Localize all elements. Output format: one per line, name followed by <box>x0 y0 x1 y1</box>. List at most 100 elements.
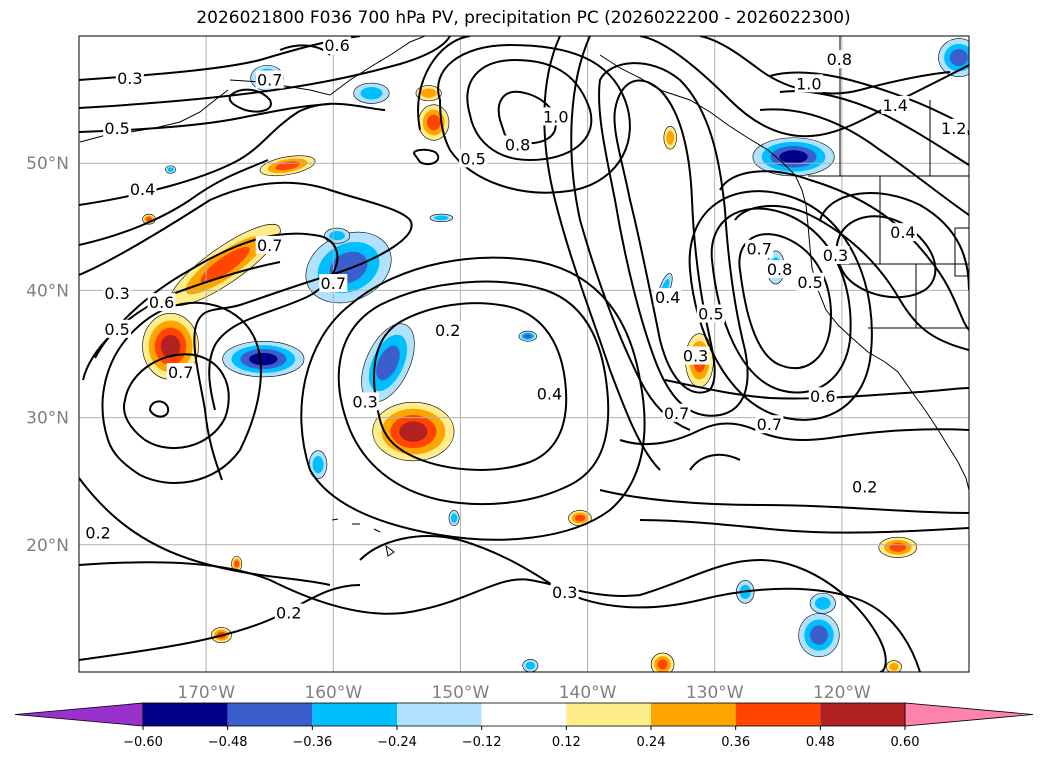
colorbar: −0.60 −0.48 −0.36 −0.24 −0.12 0.12 0.24 0.36 0.4… <box>14 702 1034 750</box>
precip-shade <box>666 130 675 145</box>
colorbar-tick-label: −0.36 <box>292 735 332 750</box>
lon-tick-label: 140°W <box>559 683 617 703</box>
precip-shade <box>420 88 437 98</box>
precip-fill-layer <box>142 38 969 672</box>
contour-line <box>599 489 969 514</box>
contour-label: 0.2 <box>276 603 301 622</box>
contour-line <box>359 535 921 672</box>
contour-label-bg <box>503 135 532 154</box>
contour-label-bg <box>128 179 157 198</box>
precip-shade <box>249 352 278 366</box>
precip-area <box>938 38 969 77</box>
colorbar-segment <box>735 703 821 726</box>
precip-shade <box>889 662 899 671</box>
contour-line <box>639 519 969 534</box>
contour-label: 0.7 <box>257 236 282 255</box>
contour-label-bg <box>433 321 462 340</box>
contour-line <box>148 400 170 418</box>
precip-shade <box>657 659 668 670</box>
contour-label: 0.3 <box>104 284 129 303</box>
contour-line <box>123 353 230 450</box>
precip-area <box>353 82 390 104</box>
lon-tick-label: 160°W <box>304 683 362 703</box>
precip-shade <box>360 86 383 100</box>
precip-area <box>259 155 316 177</box>
contour-line <box>719 170 969 331</box>
contour-label: 0.6 <box>324 36 349 55</box>
contour-label: 0.5 <box>104 320 129 339</box>
colorbar-extend-high <box>904 702 1034 727</box>
precip-shade <box>434 215 449 221</box>
contour-line <box>373 302 568 471</box>
precip-area <box>650 652 675 672</box>
map-frame <box>78 35 970 673</box>
colorbar-tick-label: 0.36 <box>721 735 750 750</box>
contour-label: 1.0 <box>543 107 568 126</box>
colorbar-tick-label: −0.12 <box>462 735 502 750</box>
contour-label-bg <box>755 415 784 434</box>
contour-line <box>417 36 471 131</box>
precip-shade <box>376 345 400 381</box>
colorbar-segment <box>566 703 651 726</box>
contour-label: 1.4 <box>883 96 908 115</box>
precip-shade <box>399 421 428 442</box>
contour-label-bg <box>255 70 284 89</box>
precip-area <box>809 592 836 614</box>
hawaii-islands <box>331 518 395 557</box>
contour-line <box>228 88 272 113</box>
contour-label: 0.7 <box>168 363 193 382</box>
contour-label-bg <box>535 384 564 403</box>
contour-label-bg <box>274 603 303 622</box>
colorbar-segment <box>312 703 397 726</box>
precip-shade <box>234 560 239 568</box>
contour-line <box>613 79 716 394</box>
contour-label-bg <box>323 36 352 55</box>
contour-label-bg <box>550 583 579 602</box>
contour-label-bg <box>850 477 879 496</box>
colorbar-tick-label: 0.60 <box>891 735 920 750</box>
contour-label-bg <box>825 50 854 69</box>
contour-label-bg <box>84 523 113 542</box>
contour-line <box>79 36 451 109</box>
contour-labels: 0.30.50.40.3 0.60.50.70.70.70.20.30.50.81… <box>84 36 968 622</box>
precip-shade <box>312 456 324 474</box>
map-panel: 0.30.50.40.3 0.60.50.70.70.70.20.30.50.81… <box>78 35 970 673</box>
precip-area <box>568 510 592 527</box>
colorbar-tick-label: 0.24 <box>637 735 666 750</box>
colorbar-tick-label: −0.24 <box>377 735 417 750</box>
precip-area <box>308 450 328 479</box>
colorbar-segment <box>397 703 482 726</box>
precip-shade <box>167 167 174 172</box>
colorbar-frame <box>142 702 906 727</box>
precip-area <box>231 555 243 572</box>
contour-label-bg <box>888 223 917 242</box>
precip-shade <box>525 661 536 670</box>
precip-area <box>886 660 902 672</box>
contour-line <box>300 256 646 541</box>
lon-tick-label: 130°W <box>686 683 744 703</box>
colorbar-tick-label: 0.12 <box>552 735 581 750</box>
contour-label: 0.8 <box>767 260 792 279</box>
contour-line <box>738 233 832 370</box>
precip-shade <box>146 216 152 222</box>
precip-area <box>518 330 538 342</box>
contour-label: 0.2 <box>435 321 460 340</box>
precip-area <box>165 165 176 174</box>
contour-line <box>101 301 262 484</box>
precip-area <box>878 536 918 558</box>
contour-label: 0.3 <box>117 69 142 88</box>
border-states <box>840 176 969 329</box>
precip-area <box>448 510 460 527</box>
contour-label-bg <box>103 118 132 137</box>
contour-line <box>734 204 969 351</box>
precip-shade <box>809 625 829 645</box>
contour-label: 0.4 <box>537 385 562 404</box>
precip-area <box>752 137 835 177</box>
contour-label-bg <box>681 346 710 365</box>
colorbar-segment <box>481 703 567 726</box>
colorbar-segment <box>143 703 228 726</box>
latitude-axis: 50°N 40°N 30°N 20°N <box>26 154 69 556</box>
lon-tick-label: 120°W <box>813 683 871 703</box>
contour-label: 0.7 <box>321 274 346 293</box>
